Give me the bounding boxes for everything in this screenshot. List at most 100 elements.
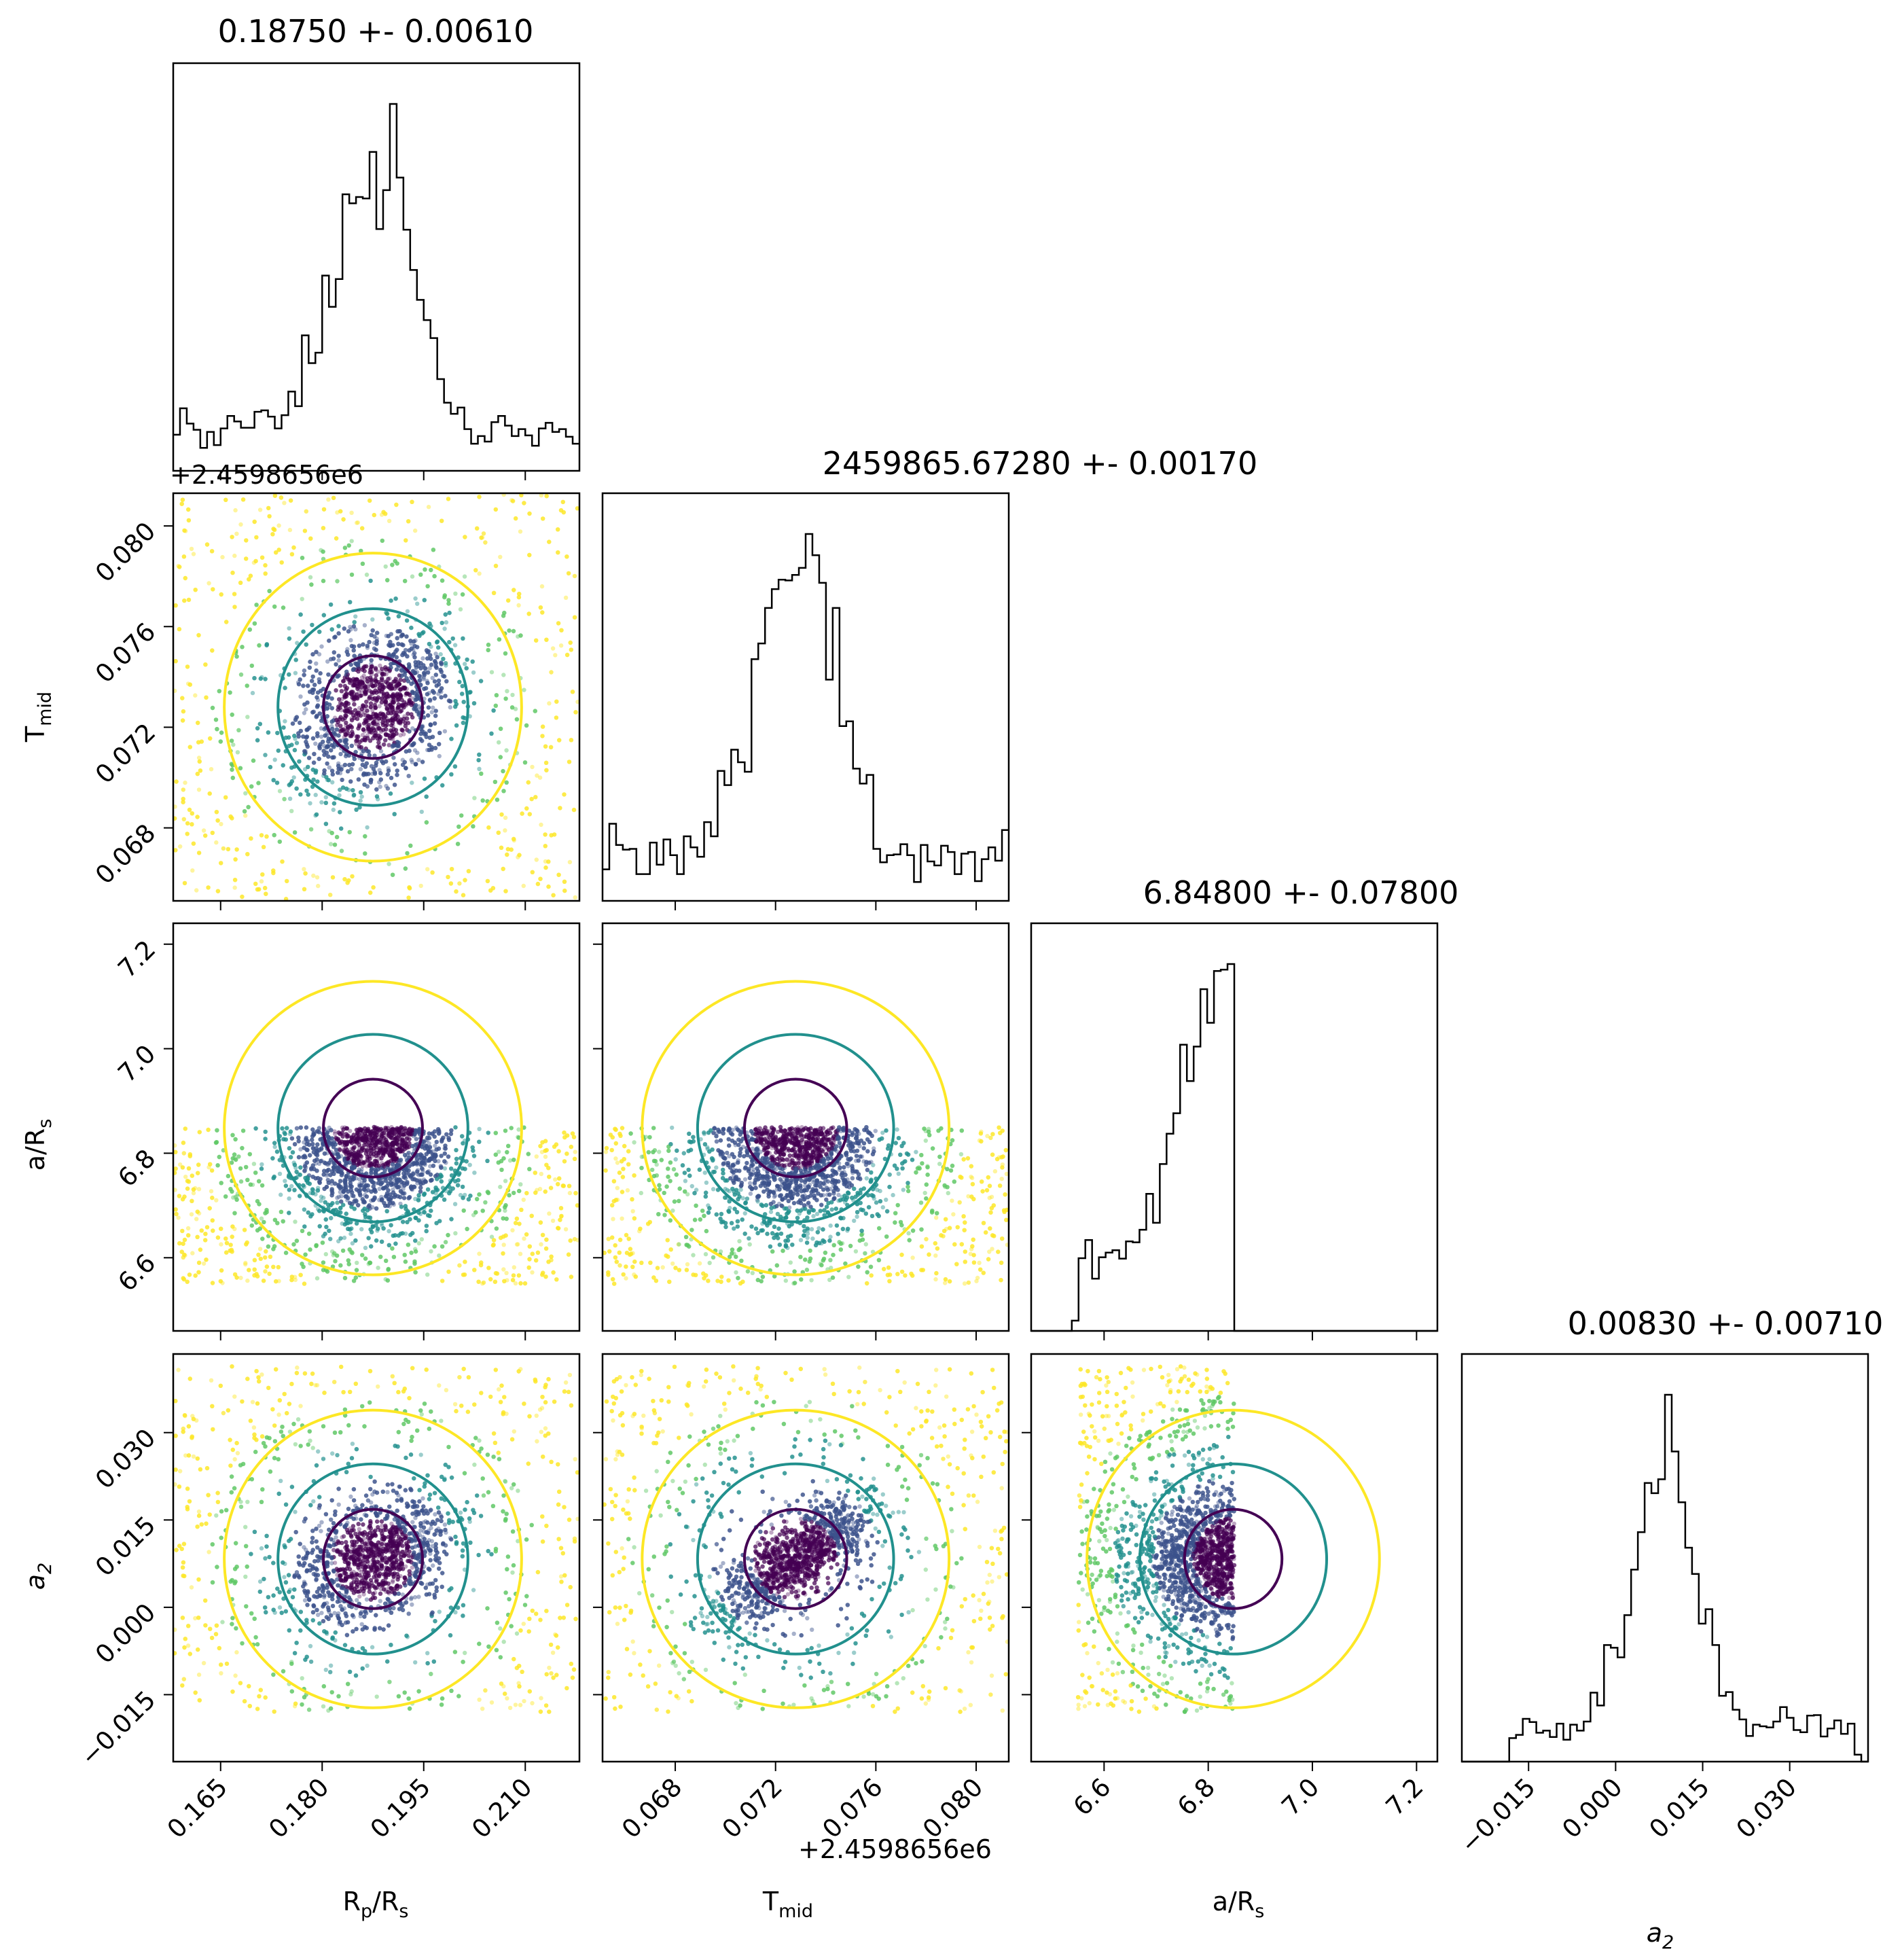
scatter-point [182,528,187,533]
scatter-point [244,538,249,543]
scatter-point [359,693,363,698]
scatter-point [420,724,425,730]
scatter-point [338,770,343,776]
scatter-point [354,734,359,739]
scatter-point [427,666,432,671]
scatter-point [384,715,389,721]
scatter-point [380,722,386,728]
scatter-point [336,761,341,766]
scatter-point [310,710,315,715]
scatter-point [397,673,402,678]
scatter-point [308,575,313,580]
scatter-point [394,684,399,689]
scatter-point [398,677,403,682]
scatter-point [367,639,372,645]
scatter-point [234,847,239,852]
scatter-point [282,797,287,802]
scatter-point [342,762,348,768]
scatter-point [315,1276,320,1281]
scatter-point [363,771,369,777]
scatter-point [321,773,326,779]
scatter-point [325,695,330,700]
scatter-point [371,885,376,890]
scatter-point [391,724,395,728]
scatter-point [345,728,350,732]
scatter-point [304,642,308,647]
scatter-point [394,655,399,660]
scatter-point [444,679,449,683]
scatter-point [261,844,266,850]
scatter-point [339,849,344,853]
scatter-point [362,685,367,690]
scatter-point [331,495,336,501]
scatter-point [392,783,397,787]
scatter-point [264,834,269,839]
scatter-point [190,811,194,816]
scatter-point [413,663,418,668]
scatter-point [449,736,454,741]
scatter-point [420,738,425,743]
scatter-point [279,560,284,565]
scatter-point [512,836,516,842]
scatter-point [351,794,356,798]
scatter-point [399,673,404,678]
scatter-point [524,723,529,728]
scatter-point [259,555,265,560]
scatter-point [495,798,500,802]
scatter-point [380,538,384,544]
scatter-point [384,722,389,728]
scatter-point [385,681,390,686]
scatter-point [344,720,348,726]
scatter-point [339,826,344,831]
scatter-point [362,737,367,743]
scatter-point [446,497,451,501]
scatter-point [315,690,321,695]
scatter-point [423,731,428,736]
scatter-point [329,627,334,632]
scatter-point [346,709,351,714]
scatter-point [477,1126,482,1132]
scatter-point [240,894,245,899]
scatter-point [425,1272,430,1277]
scatter-point [367,639,372,645]
scatter-point [387,652,391,657]
scatter-point [383,700,389,705]
scatter-point [428,723,433,728]
scatter-point [480,798,485,803]
scatter-point [374,760,379,766]
scatter-point [461,636,465,641]
scatter-point [384,727,389,732]
scatter-point [387,518,392,523]
scatter-point [260,872,265,877]
scatter-point [374,714,379,719]
scatter-point [264,642,270,647]
scatter-point [516,594,522,600]
scatter-point [255,726,260,731]
scatter-point [321,613,326,618]
scatter-point [539,584,545,589]
scatter-point [492,779,498,785]
scatter-point [396,681,401,685]
scatter-point [352,692,357,696]
scatter-point [481,531,486,536]
scatter-point [279,495,284,500]
scatter-point [363,713,368,717]
scatter-point [414,670,420,675]
scatter-layer [172,492,1381,1714]
scatter-point [380,687,385,692]
scatter-point [187,745,192,749]
scatter-point [311,873,316,878]
scatter-point [453,591,458,596]
scatter-point [413,638,418,643]
scatter-point [374,699,378,705]
scatter-point [388,703,393,708]
scatter-point [177,565,182,569]
scatter-point [573,710,578,715]
scatter-point [214,840,219,845]
scatter-point [351,792,357,798]
scatter-point [429,662,434,667]
scatter-point [219,1242,223,1247]
scatter-point [498,1184,503,1190]
scatter-point [185,664,190,669]
scatter-point [548,745,554,750]
